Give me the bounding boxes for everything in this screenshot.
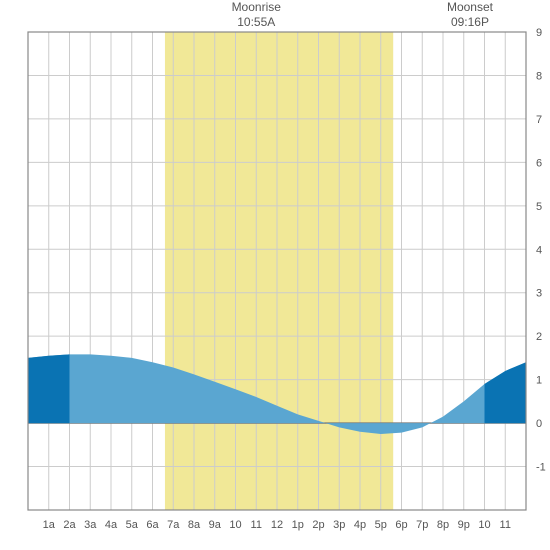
x-tick-label: 7a: [167, 519, 180, 531]
y-tick-label: 1: [536, 375, 542, 387]
x-tick-label: 10: [229, 519, 241, 531]
x-tick-label: 9a: [209, 519, 222, 531]
x-tick-label: 8a: [188, 519, 201, 531]
x-tick-label: 2a: [63, 519, 76, 531]
moonrise-time: 10:55A: [216, 15, 296, 30]
x-tick-label: 5a: [126, 519, 139, 531]
x-tick-label: 12: [271, 519, 283, 531]
x-tick-label: 2p: [312, 519, 324, 531]
moonset-title: Moonset: [430, 0, 510, 15]
y-tick-label: 8: [536, 70, 542, 82]
x-tick-label: 1a: [43, 519, 56, 531]
y-tick-label: 5: [536, 201, 542, 213]
y-tick-label: 9: [536, 27, 542, 39]
x-tick-label: 10: [478, 519, 490, 531]
x-tick-label: 6a: [146, 519, 159, 531]
x-tick-label: 3a: [84, 519, 97, 531]
y-tick-label: 7: [536, 114, 542, 126]
x-tick-label: 9p: [458, 519, 470, 531]
moonset-time: 09:16P: [430, 15, 510, 30]
x-tick-label: 1p: [292, 519, 304, 531]
y-tick-label: 0: [536, 418, 542, 430]
y-tick-label: -1: [536, 462, 546, 474]
x-tick-label: 7p: [416, 519, 428, 531]
y-tick-label: 2: [536, 331, 542, 343]
chart-svg: 1a2a3a4a5a6a7a8a9a1011121p2p3p4p5p6p7p8p…: [0, 0, 550, 550]
y-tick-label: 4: [536, 244, 542, 256]
moonrise-label: Moonrise 10:55A: [216, 0, 296, 30]
y-tick-label: 3: [536, 288, 542, 300]
x-tick-label: 5p: [375, 519, 387, 531]
tide-chart: Moonrise 10:55A Moonset 09:16P 1a 2a 3a 4a 5…: [0, 0, 550, 550]
x-tick-label: 4a: [105, 519, 118, 531]
x-tick-label: 4p: [354, 519, 366, 531]
x-tick-label: 6p: [395, 519, 407, 531]
x-tick-label: 11: [251, 519, 262, 531]
x-tick-label: 11: [500, 519, 511, 531]
y-tick-label: 6: [536, 157, 542, 169]
daylight-band: [165, 32, 393, 510]
x-tick-label: 3p: [333, 519, 345, 531]
x-tick-label: 8p: [437, 519, 449, 531]
moonrise-title: Moonrise: [216, 0, 296, 15]
moonset-label: Moonset 09:16P: [430, 0, 510, 30]
